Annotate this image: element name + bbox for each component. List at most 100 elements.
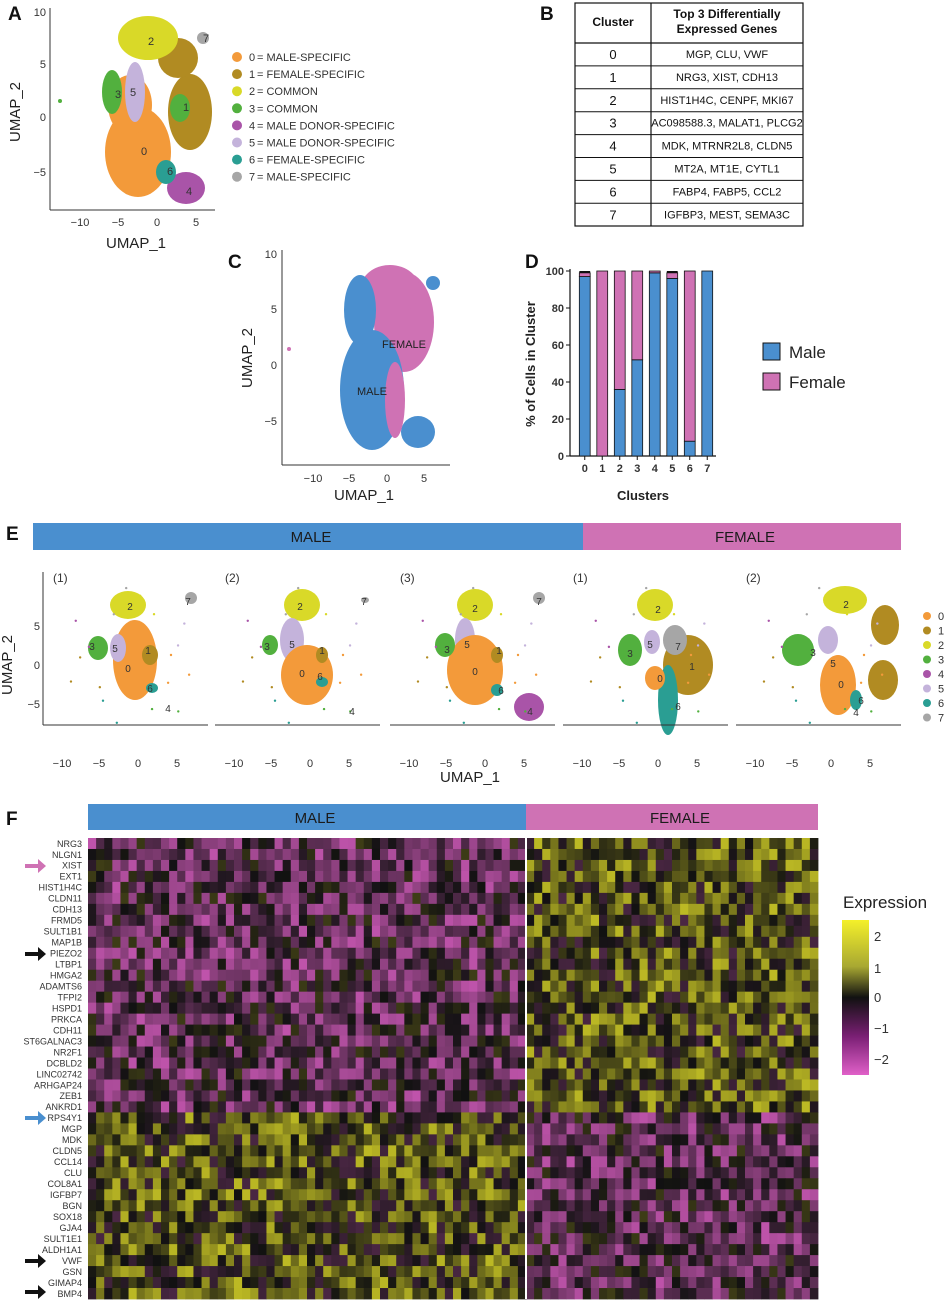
subplot-3-xtick-1: −5 — [613, 758, 626, 770]
legend-a-label-6: 6 — [249, 155, 255, 167]
table-header-genes-1: Top 3 Differentially — [673, 7, 780, 21]
svg-text:−2: −2 — [874, 1052, 889, 1067]
svg-text:5: 5 — [289, 640, 295, 651]
gene-label-nrg3: NRG3 — [57, 839, 82, 849]
cluster-1-blob — [491, 647, 503, 663]
svg-text:1: 1 — [183, 102, 189, 114]
gene-label-hmga2: HMGA2 — [50, 970, 82, 980]
svg-text:7: 7 — [203, 33, 209, 45]
svg-text:5: 5 — [193, 217, 199, 229]
expression-legend-title: Expression — [843, 893, 927, 912]
legend-e-label-2: 2 — [938, 640, 944, 652]
bar-female-4 — [648, 270, 661, 274]
legend-a-text-4: = MALE DONOR-SPECIFIC — [257, 120, 395, 132]
table-row-genes-0: MGP, CLU, VWF — [686, 49, 769, 61]
svg-text:4: 4 — [527, 707, 533, 718]
bar-female-2 — [613, 270, 626, 390]
bar-male-3 — [631, 359, 644, 457]
panel-c: C FEMALE MALE 10 5 0 −5 −10 −5 0 5 UMAP_… — [228, 249, 450, 504]
gene-label-piezo2: PIEZO2 — [50, 949, 82, 959]
bar-male-7 — [701, 270, 714, 457]
bar-male-5 — [666, 277, 679, 457]
cluster-3-blob — [262, 635, 278, 655]
cluster-7-blob — [533, 592, 545, 604]
svg-text:3: 3 — [115, 89, 121, 101]
subplot-0-xtick-1: −5 — [93, 758, 106, 770]
banner-female-e — [583, 523, 901, 550]
svg-text:2: 2 — [843, 600, 849, 611]
gene-label-cdh13: CDH13 — [52, 905, 82, 915]
x-tick-label-4: 4 — [652, 463, 659, 475]
table-row-cluster-2: 2 — [609, 93, 616, 108]
cluster-1-region — [168, 74, 212, 150]
subplot-2-xtick-2: 0 — [482, 758, 488, 770]
cluster-4-region — [167, 172, 205, 204]
y-tick-label-0: 0 — [558, 451, 564, 463]
table-row-cluster-5: 5 — [609, 162, 616, 177]
cluster-7-blob — [663, 625, 687, 655]
gene-table: Cluster Top 3 Differentially Expressed G… — [574, 2, 804, 227]
svg-text:5: 5 — [40, 59, 46, 71]
cluster-1-blob — [871, 605, 899, 645]
subplot-3-xtick-2: 0 — [655, 758, 661, 770]
cluster-2-blob — [110, 591, 146, 619]
svg-text:0: 0 — [125, 664, 131, 675]
table-row-cluster-3: 3 — [609, 116, 616, 131]
cluster-7-region — [197, 32, 209, 44]
svg-text:0: 0 — [472, 667, 478, 678]
table-row-genes-4: MDK, MTRNR2L8, CLDN5 — [662, 141, 793, 153]
cluster-3-blob — [782, 634, 814, 666]
banner-male-f — [88, 804, 526, 830]
bar-other-5 — [666, 271, 678, 273]
legend-e-label-3: 3 — [938, 655, 944, 667]
svg-text:−5: −5 — [27, 699, 40, 711]
panel-e-ylabel: UMAP_2 — [0, 635, 16, 695]
gene-label-mdk: MDK — [62, 1135, 82, 1145]
chart-ylabel: % of Cells in Cluster — [523, 301, 538, 427]
legend-a-label-1: 1 — [249, 69, 255, 81]
table-header-genes-2: Expressed Genes — [677, 22, 778, 36]
panel-b: B Cluster Top 3 Differentially Expressed… — [540, 2, 804, 227]
panel-e-letter: E — [6, 524, 19, 545]
y-tick-label-4: 80 — [552, 303, 564, 315]
cluster-3-blob — [618, 634, 642, 666]
svg-text:3: 3 — [444, 645, 450, 656]
legend-e-label-7: 7 — [938, 713, 944, 725]
gene-label-sox18: SOX18 — [53, 1212, 82, 1222]
svg-text:6: 6 — [498, 686, 504, 697]
bar-female-3 — [631, 270, 644, 361]
table-row-cluster-6: 6 — [609, 184, 616, 199]
legend-a-swatch-7 — [232, 171, 242, 182]
svg-text:6: 6 — [147, 684, 153, 695]
cluster-5-blob — [818, 626, 838, 654]
svg-text:4: 4 — [165, 704, 171, 715]
gene-label-mgp: MGP — [61, 1124, 82, 1134]
arrow-vwf-icon — [25, 1254, 46, 1268]
label-male: MALE — [357, 386, 387, 398]
legend-a-swatch-5 — [232, 137, 242, 148]
table-row-genes-5: MT2A, MT1E, CYTL1 — [674, 164, 779, 176]
panel-a-yticks: 10 5 0 −5 — [33, 7, 46, 179]
label-female: FEMALE — [382, 339, 426, 351]
x-tick-label-2: 2 — [617, 463, 623, 475]
gene-label-prkca: PRKCA — [51, 1014, 82, 1024]
subplot-label-3: (1) — [573, 571, 588, 585]
legend-label-female: Female — [789, 373, 846, 392]
subplot-4-xtick-0: −10 — [746, 758, 765, 770]
subplot-3-xtick-3: 5 — [694, 758, 700, 770]
y-tick-label-3: 60 — [552, 340, 564, 352]
svg-text:0: 0 — [384, 473, 390, 485]
umap-e-subplot-1: 2 5 0 3 1 6 4 7 (2) −10 −5 0 5 — [215, 571, 380, 770]
legend-swatch-male — [762, 342, 781, 361]
panel-e-yticks: 5 0 −5 — [27, 621, 40, 711]
legend-e-swatch-0 — [923, 612, 931, 620]
svg-text:−5: −5 — [33, 167, 46, 179]
gene-label-nr2f1: NR2F1 — [53, 1047, 82, 1057]
gene-label-vwf: VWF — [62, 1256, 82, 1266]
subplot-0-xtick-0: −10 — [53, 758, 72, 770]
subplot-1-xtick-2: 0 — [307, 758, 313, 770]
cluster-2-blob — [637, 589, 673, 621]
svg-text:0: 0 — [657, 674, 663, 685]
svg-text:10: 10 — [265, 249, 277, 261]
